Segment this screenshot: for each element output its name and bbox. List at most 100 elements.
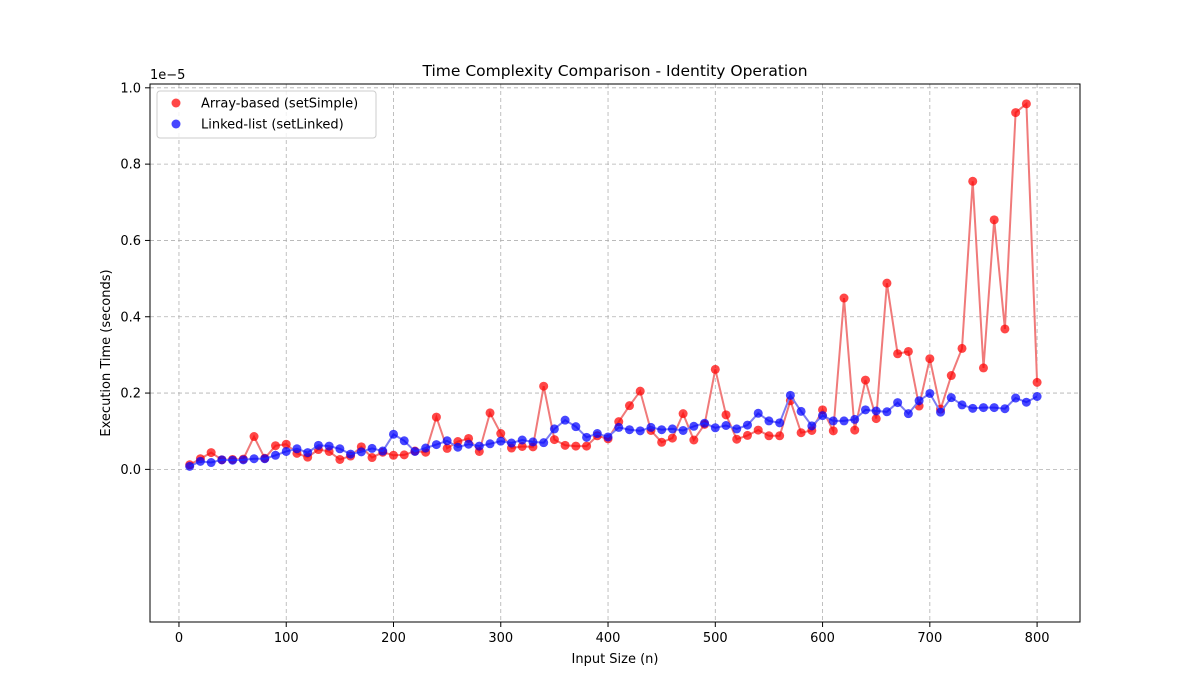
data-point bbox=[635, 386, 645, 396]
data-point bbox=[195, 456, 205, 466]
data-point bbox=[839, 416, 849, 426]
legend-label-array: Array-based (setSimple) bbox=[201, 97, 358, 112]
data-point bbox=[614, 422, 624, 432]
data-point bbox=[700, 418, 710, 428]
data-point bbox=[742, 420, 752, 430]
data-point bbox=[968, 176, 978, 186]
data-point bbox=[1021, 99, 1031, 109]
data-point bbox=[571, 422, 581, 432]
data-point bbox=[549, 435, 559, 445]
data-point bbox=[689, 421, 699, 431]
data-point bbox=[667, 433, 677, 443]
data-point bbox=[925, 354, 935, 364]
y-tick-label: 0.8 bbox=[120, 158, 141, 173]
chart-title: Time Complexity Comparison - Identity Op… bbox=[421, 62, 807, 80]
data-point bbox=[592, 429, 602, 439]
data-point bbox=[764, 416, 774, 426]
y-tick-label: 1.0 bbox=[120, 81, 141, 96]
data-point bbox=[732, 424, 742, 434]
data-point bbox=[936, 407, 946, 417]
series-array-based bbox=[185, 99, 1042, 470]
x-tick-label: 400 bbox=[596, 631, 621, 646]
data-point bbox=[828, 416, 838, 426]
data-point bbox=[667, 424, 677, 434]
data-point bbox=[506, 438, 516, 448]
data-point bbox=[657, 425, 667, 435]
data-point bbox=[978, 363, 988, 373]
data-point bbox=[367, 443, 377, 453]
y-tick-label: 0.2 bbox=[120, 387, 141, 402]
data-point bbox=[421, 443, 431, 453]
data-point bbox=[399, 436, 409, 446]
x-tick-label: 100 bbox=[274, 631, 299, 646]
data-point bbox=[968, 403, 978, 413]
data-point bbox=[464, 439, 474, 449]
data-point bbox=[678, 409, 688, 419]
x-tick-label: 200 bbox=[381, 631, 406, 646]
data-point bbox=[271, 441, 281, 451]
data-point bbox=[818, 411, 828, 421]
data-point bbox=[903, 346, 913, 356]
data-point bbox=[989, 215, 999, 225]
data-point bbox=[635, 426, 645, 436]
data-point bbox=[603, 432, 613, 442]
data-point bbox=[335, 444, 345, 454]
data-point bbox=[893, 349, 903, 359]
data-point bbox=[775, 431, 785, 441]
data-point bbox=[485, 439, 495, 449]
data-point bbox=[496, 429, 506, 439]
data-point bbox=[292, 444, 302, 454]
data-point bbox=[431, 440, 441, 450]
series-layer bbox=[185, 99, 1042, 471]
data-point bbox=[217, 455, 227, 465]
data-point bbox=[1021, 397, 1031, 407]
data-point bbox=[571, 441, 581, 451]
data-point bbox=[1000, 324, 1010, 334]
data-point bbox=[775, 418, 785, 428]
data-point bbox=[903, 409, 913, 419]
plot-area bbox=[149, 83, 1081, 623]
data-point bbox=[549, 424, 559, 434]
data-point bbox=[206, 448, 216, 458]
data-point bbox=[324, 441, 334, 451]
data-point bbox=[388, 429, 398, 439]
data-point bbox=[946, 371, 956, 381]
data-point bbox=[710, 423, 720, 433]
data-point bbox=[453, 442, 463, 452]
y-axis-label: Execution Time (seconds) bbox=[99, 269, 114, 436]
data-point bbox=[710, 364, 720, 374]
data-point bbox=[388, 450, 398, 460]
data-point bbox=[721, 420, 731, 430]
data-point bbox=[582, 441, 592, 451]
axes: 0 100 200 300 400 500 600 700 800 0.0 0.2 0.4 0.6 0.8… bbox=[120, 81, 1049, 646]
x-tick-label: 500 bbox=[703, 631, 728, 646]
data-point bbox=[828, 426, 838, 436]
data-point bbox=[496, 436, 506, 446]
data-point bbox=[882, 407, 892, 417]
legend-label-linked: Linked-list (setLinked) bbox=[201, 118, 344, 133]
data-point bbox=[732, 434, 742, 444]
data-point bbox=[539, 381, 549, 391]
data-point bbox=[1000, 404, 1010, 414]
data-point bbox=[721, 410, 731, 420]
legend-box bbox=[156, 90, 377, 139]
data-point bbox=[474, 441, 484, 451]
data-point bbox=[356, 447, 366, 457]
data-point bbox=[539, 438, 549, 448]
data-point bbox=[517, 435, 527, 445]
data-point bbox=[946, 393, 956, 403]
data-point bbox=[410, 446, 420, 456]
data-point bbox=[303, 448, 313, 458]
data-point bbox=[753, 408, 763, 418]
legend: Array-based (setSimple) Linked-list (set… bbox=[156, 90, 377, 139]
data-point bbox=[796, 406, 806, 416]
data-point bbox=[1032, 377, 1042, 387]
data-point bbox=[957, 400, 967, 410]
x-tick-label: 300 bbox=[488, 631, 513, 646]
data-point bbox=[957, 343, 967, 353]
data-point bbox=[807, 421, 817, 431]
data-point bbox=[624, 425, 634, 435]
data-point bbox=[657, 437, 667, 447]
data-point bbox=[528, 437, 538, 447]
data-point bbox=[335, 454, 345, 464]
